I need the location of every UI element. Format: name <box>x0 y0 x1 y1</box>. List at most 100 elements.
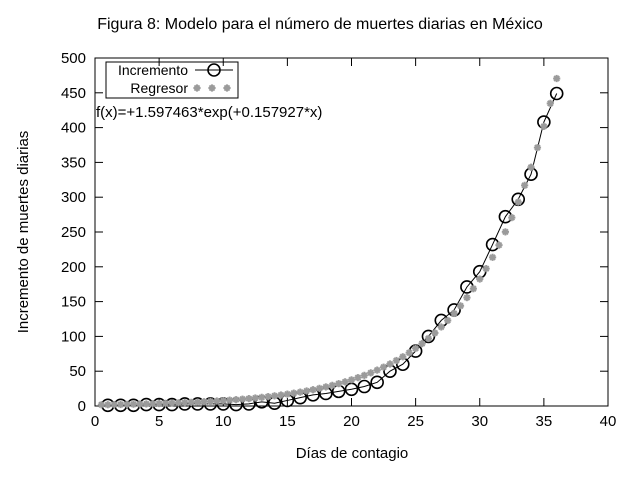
regresor-asterisk <box>361 372 368 379</box>
y-tick-label: 100 <box>61 328 86 345</box>
y-tick-label: 400 <box>61 120 86 137</box>
legend-label-regresor: Regresor <box>130 80 188 96</box>
regresor-asterisk <box>335 380 342 387</box>
series-incremento <box>101 86 564 413</box>
regresor-asterisk <box>130 400 137 408</box>
regresor-asterisk <box>348 376 355 384</box>
regresor-asterisk <box>380 363 387 371</box>
x-tick-label: 40 <box>600 413 617 430</box>
regresor-asterisk <box>213 397 221 405</box>
regresor-asterisk <box>98 401 105 409</box>
regresor-asterisk <box>514 198 522 206</box>
y-tick-label: 350 <box>61 154 86 171</box>
regresor-asterisk <box>193 84 201 92</box>
regresor-asterisk <box>117 401 124 408</box>
regresor-asterisk <box>316 385 323 392</box>
regresor-asterisk <box>258 394 265 401</box>
regresor-asterisk <box>309 386 317 393</box>
x-axis-label: Días de contagio <box>296 445 409 462</box>
regresor-asterisk <box>175 399 182 407</box>
regresor-asterisk <box>136 400 144 408</box>
regresor-asterisk <box>399 353 407 361</box>
regresor-asterisk <box>553 75 560 82</box>
x-tick-label: 10 <box>215 413 232 430</box>
regresor-asterisk <box>219 397 227 404</box>
regresor-asterisk <box>463 294 471 301</box>
legend-box <box>105 61 239 99</box>
regresor-asterisk <box>252 394 259 402</box>
y-tick-label: 450 <box>61 85 86 102</box>
incremento-point <box>357 379 372 394</box>
regresor-asterisk <box>143 400 150 408</box>
regresor-asterisk <box>329 382 336 389</box>
x-tick-label: 30 <box>471 413 488 430</box>
regresor-asterisk <box>208 84 216 92</box>
regresor-asterisk <box>104 401 112 408</box>
regresor-asterisk <box>110 401 118 408</box>
y-ticks: 0 50 100 150 200 250 300 350 400 450 500 <box>61 50 608 415</box>
legend-sample-asterisks <box>193 84 231 92</box>
regresor-asterisk <box>187 399 195 406</box>
regresor-asterisk <box>303 387 310 395</box>
regresor-asterisk <box>431 329 439 337</box>
regresor-asterisk <box>412 345 419 352</box>
regresor-asterisk <box>534 144 541 151</box>
regresor-asterisk <box>521 182 528 189</box>
regresor-asterisk <box>470 285 477 292</box>
y-tick-label: 500 <box>61 50 86 67</box>
regresor-asterisk <box>290 389 298 397</box>
regresor-asterisk <box>502 228 509 236</box>
x-tick-label: 35 <box>536 413 553 430</box>
regresor-asterisk <box>393 357 400 364</box>
x-ticks: 0 5 10 15 20 25 30 35 40 <box>91 58 617 430</box>
regresor-asterisk <box>547 100 554 107</box>
y-tick-label: 300 <box>61 189 86 206</box>
y-tick-label: 250 <box>61 224 86 241</box>
regresor-asterisk <box>200 398 208 405</box>
regresor-asterisk <box>405 349 413 356</box>
y-axis-label: Incremento de muertes diarias <box>15 131 32 334</box>
regresor-asterisk <box>425 335 432 342</box>
regresor-asterisk <box>232 396 240 403</box>
regresor-asterisk <box>341 378 349 386</box>
regresor-asterisk <box>123 401 131 408</box>
regresor-asterisk <box>322 383 330 391</box>
regresor-asterisk <box>476 275 484 283</box>
y-tick-label: 150 <box>61 294 86 311</box>
regresor-asterisk <box>367 369 374 377</box>
y-tick-label: 0 <box>78 398 86 415</box>
regresor-asterisk <box>386 360 394 368</box>
regresor-asterisk <box>149 400 156 407</box>
y-tick-label: 50 <box>69 363 86 380</box>
regresor-asterisk <box>373 366 381 374</box>
incremento-point <box>370 375 384 390</box>
x-tick-label: 20 <box>343 413 360 430</box>
regresor-asterisk <box>155 400 163 407</box>
x-tick-label: 5 <box>155 413 163 430</box>
regresor-asterisk <box>527 163 535 171</box>
regresor-asterisk <box>457 302 464 310</box>
regresor-asterisk <box>450 310 458 317</box>
regresor-asterisk <box>223 84 231 92</box>
incremento-point <box>549 86 564 101</box>
regresor-asterisk <box>482 265 490 272</box>
regresor-asterisk <box>277 391 285 399</box>
regresor-asterisk <box>194 398 201 406</box>
legend-label-incremento: Incremento <box>118 62 188 78</box>
regresor-asterisk <box>181 399 189 406</box>
x-tick-label: 25 <box>407 413 424 430</box>
regresor-asterisk <box>508 214 516 221</box>
regresor-asterisk <box>162 400 169 407</box>
regresor-asterisk <box>418 340 426 347</box>
series-regresor <box>97 74 561 409</box>
regresor-asterisk <box>271 392 278 400</box>
regresor-asterisk <box>239 395 246 403</box>
regresor-asterisk <box>540 123 548 130</box>
legend-sample-circle <box>207 63 221 77</box>
x-tick-label: 0 <box>91 413 99 430</box>
regresor-asterisk <box>245 395 253 402</box>
regresor-asterisk <box>489 254 496 261</box>
regresor-asterisk <box>354 374 362 381</box>
